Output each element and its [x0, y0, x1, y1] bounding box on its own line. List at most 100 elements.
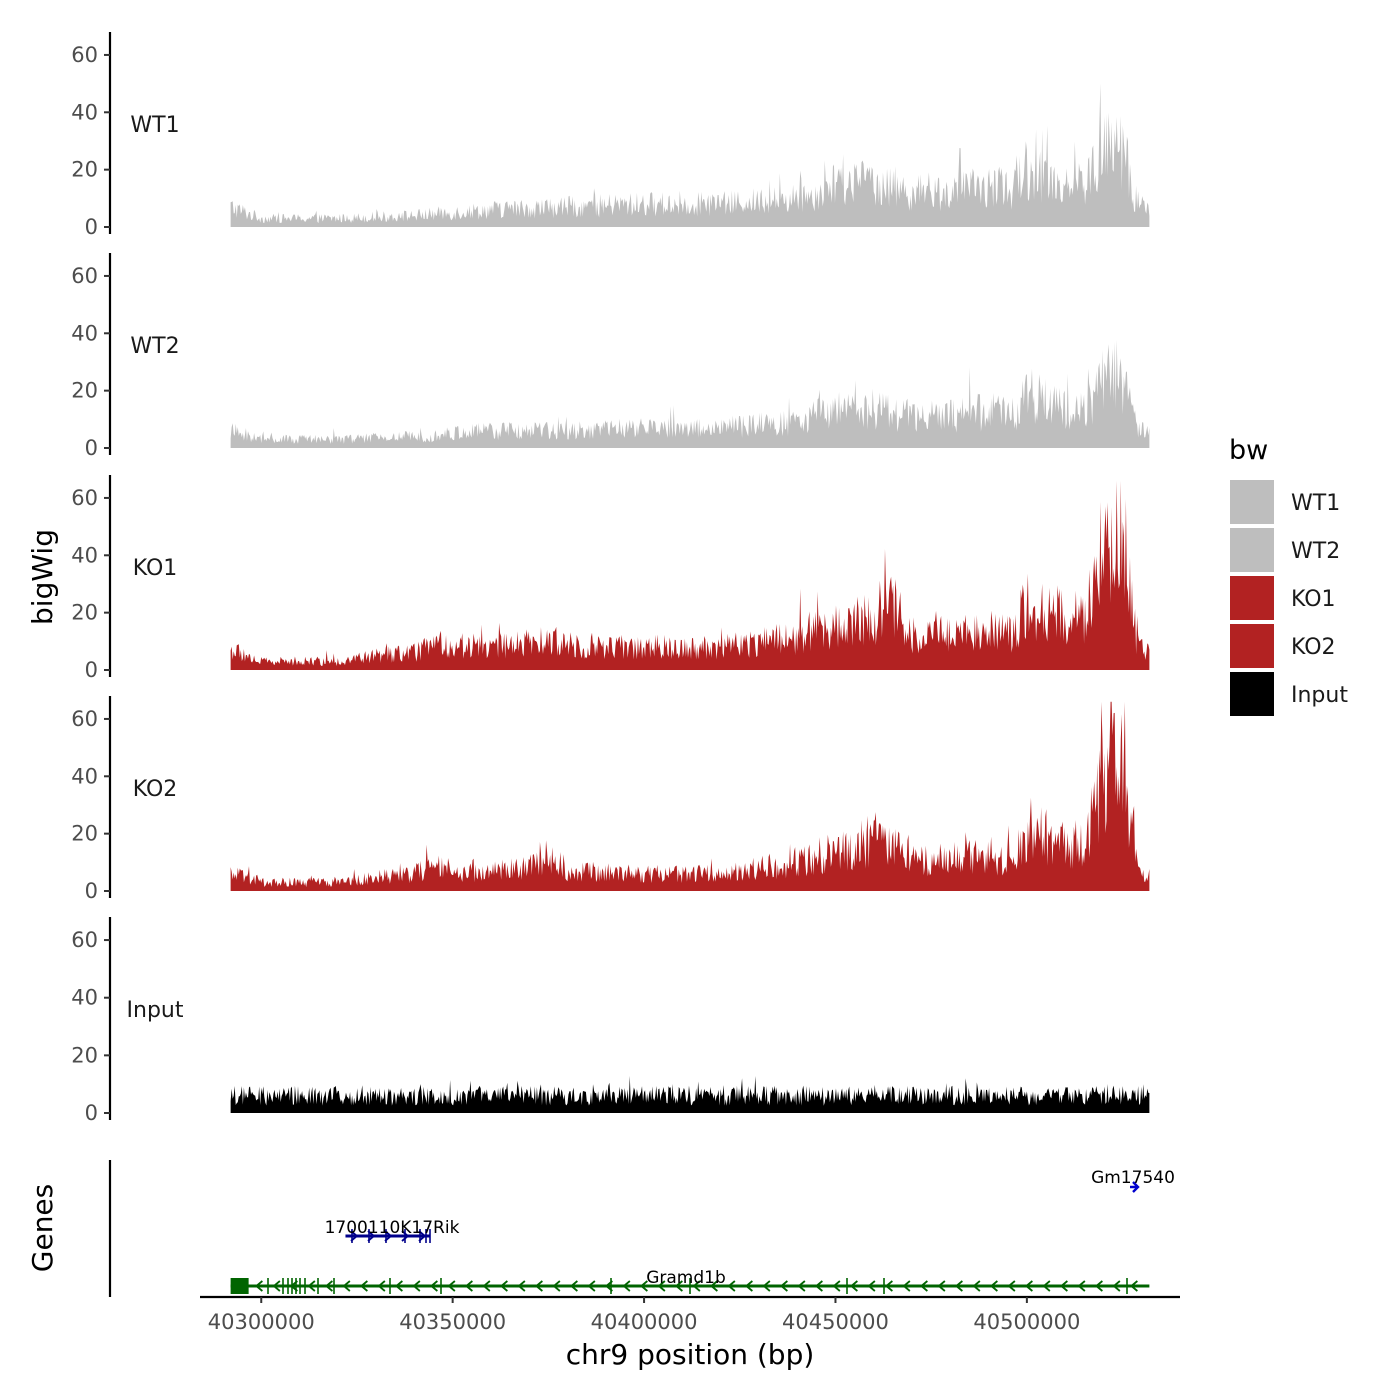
strand-arrow: [482, 1280, 491, 1292]
strand-arrow: [709, 1280, 718, 1292]
strand-arrow: [849, 1280, 858, 1292]
gene-gramd1b: Gramd1b: [230, 1268, 1150, 1294]
genes-axis-title: Genes: [26, 1184, 59, 1272]
track-label-ko1: KO1: [133, 556, 178, 581]
y-tick-label: 40: [71, 100, 98, 124]
x-axis-title: chr9 position (bp): [566, 1338, 815, 1371]
legend-title: bw: [1229, 435, 1268, 466]
strand-arrow: [412, 1280, 421, 1292]
gene-1700110k17rik: 1700110K17Rik: [325, 1218, 460, 1243]
x-axis: 40300000 40350000 40400000 40450000 40500000: [200, 1295, 1180, 1334]
strand-arrow: [552, 1280, 561, 1292]
legend-label: KO2: [1291, 635, 1336, 660]
track-label-input: Input: [127, 998, 184, 1023]
strand-arrow: [324, 1280, 333, 1292]
strand-arrow: [972, 1280, 981, 1292]
strand-arrow: [1007, 1280, 1016, 1292]
y-tick-label: 20: [71, 822, 98, 846]
strand-arrow: [954, 1280, 963, 1292]
legend-entry-wt2: WT2: [1230, 528, 1340, 572]
strand-arrow: [447, 1280, 456, 1292]
strand-arrow: [762, 1280, 771, 1292]
y-axis-title: bigWig: [26, 529, 59, 625]
strand-arrow: [884, 1280, 893, 1292]
strand-arrow: [937, 1280, 946, 1292]
legend: bw WT1 WT2 KO1 KO2 Input: [1229, 435, 1348, 716]
y-tick-label: 20: [71, 1043, 98, 1067]
y-tick-label: 60: [71, 43, 98, 67]
signal-area-wt2: [230, 339, 1150, 448]
strand-arrow: [989, 1280, 998, 1292]
strand-arrow: [350, 1230, 359, 1242]
y-tick-label: 0: [85, 879, 98, 903]
legend-label: WT1: [1291, 491, 1340, 516]
gene-gm17540: Gm17540: [1091, 1168, 1175, 1193]
legend-swatch: [1230, 528, 1274, 572]
x-tick-label: 40300000: [208, 1310, 315, 1334]
y-tick-label: 0: [85, 215, 98, 239]
signal-tracks: 0 20 40 60 WT1 0 20 40 60 WT2 0 20 40 60 KO1 0 20 40 60 KO2…: [71, 32, 1150, 1125]
strand-arrow: [779, 1280, 788, 1292]
y-tick-label: 40: [71, 321, 98, 345]
strand-arrow: [254, 1280, 263, 1292]
gene-label-1700110k17rik: 1700110K17Rik: [325, 1218, 460, 1238]
strand-arrow: [429, 1280, 438, 1292]
strand-arrow: [1059, 1280, 1068, 1292]
strand-arrow: [797, 1280, 806, 1292]
strand-arrow: [289, 1280, 298, 1292]
signal-area-input: [230, 1075, 1150, 1113]
strand-arrow: [342, 1280, 351, 1292]
strand-arrow: [867, 1280, 876, 1292]
strand-arrow: [418, 1230, 427, 1242]
legend-swatch: [1230, 480, 1274, 524]
signal-area-ko2: [230, 701, 1150, 891]
strand-arrow: [587, 1280, 596, 1292]
signal-area-ko1: [230, 480, 1150, 670]
strand-arrow: [692, 1280, 701, 1292]
signal-area-wt1: [230, 83, 1150, 227]
strand-arrow: [517, 1280, 526, 1292]
gene-exon-block: [230, 1278, 249, 1294]
strand-arrow: [401, 1230, 410, 1242]
y-tick-label: 0: [85, 436, 98, 460]
strand-arrow: [657, 1280, 666, 1292]
strand-arrow: [384, 1230, 393, 1242]
legend-entry-ko2: KO2: [1230, 624, 1336, 668]
strand-arrow: [919, 1280, 928, 1292]
strand-arrow: [377, 1280, 386, 1292]
strand-arrow: [359, 1280, 368, 1292]
strand-arrow: [394, 1280, 403, 1292]
strand-arrow: [1077, 1280, 1086, 1292]
legend-entry-wt1: WT1: [1230, 480, 1340, 524]
x-tick-label: 40400000: [591, 1310, 698, 1334]
strand-arrow: [1129, 1280, 1138, 1292]
strand-arrow: [832, 1280, 841, 1292]
track-wt2: 0 20 40 60 WT2: [71, 253, 1150, 460]
legend-label: Input: [1291, 683, 1348, 708]
strand-arrow: [307, 1280, 316, 1292]
strand-arrow: [464, 1280, 473, 1292]
y-tick-label: 40: [71, 764, 98, 788]
y-tick-label: 20: [71, 601, 98, 625]
strand-arrow: [367, 1230, 376, 1242]
strand-arrow: [1130, 1181, 1140, 1193]
x-tick-label: 40350000: [399, 1310, 506, 1334]
track-wt1: 0 20 40 60 WT1: [71, 32, 1150, 239]
strand-arrow: [534, 1280, 543, 1292]
y-tick-label: 60: [71, 707, 98, 731]
legend-swatch: [1230, 576, 1274, 620]
legend-entry-input: Input: [1230, 672, 1348, 716]
gene-label-gramd1b: Gramd1b: [646, 1268, 726, 1288]
gene-panel: 1700110K17Rik Gm17540 Gramd1b: [108, 1160, 1175, 1297]
strand-arrow: [1112, 1280, 1121, 1292]
gene-label-gm17540: Gm17540: [1091, 1168, 1175, 1188]
y-tick-label: 60: [71, 928, 98, 952]
y-tick-label: 0: [85, 658, 98, 682]
track-ko2: 0 20 40 60 KO2: [71, 696, 1150, 903]
strand-arrow: [272, 1280, 281, 1292]
y-tick-label: 60: [71, 486, 98, 510]
track-ko1: 0 20 40 60 KO1: [71, 475, 1150, 682]
strand-arrow: [639, 1280, 648, 1292]
strand-arrow: [727, 1280, 736, 1292]
